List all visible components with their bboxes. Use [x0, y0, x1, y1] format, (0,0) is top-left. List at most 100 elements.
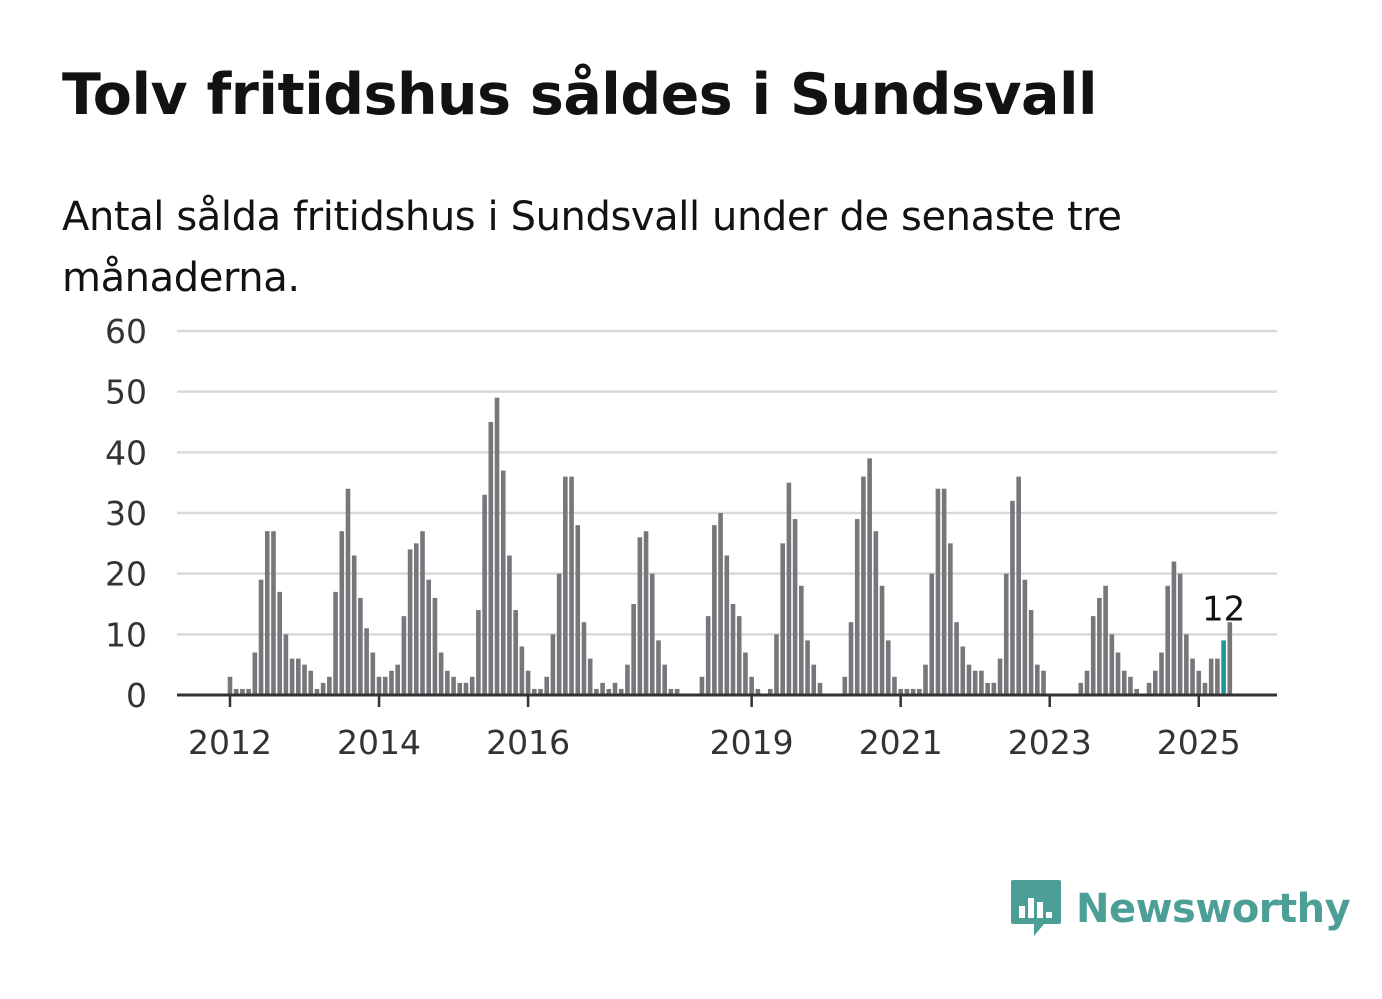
bar — [370, 652, 376, 695]
y-tick-label: 60 — [105, 312, 147, 351]
x-tick-label: 2025 — [1157, 723, 1241, 762]
bar — [482, 494, 487, 695]
y-tick-label: 10 — [105, 615, 147, 654]
bar — [507, 555, 512, 695]
bar — [351, 555, 357, 695]
bar — [1128, 676, 1133, 695]
chart-subtitle: Antal sålda fritidshus i Sundsvall under… — [62, 194, 1122, 301]
bar — [954, 622, 959, 695]
bar — [1184, 634, 1189, 695]
bar — [264, 531, 270, 695]
y-tick-label: 50 — [105, 373, 147, 412]
bar — [749, 676, 754, 695]
y-tick-label: 0 — [126, 676, 147, 715]
bar — [997, 658, 1003, 695]
bar — [252, 652, 258, 695]
bar — [792, 519, 798, 695]
bar — [712, 525, 717, 695]
bar — [1171, 561, 1177, 695]
bar — [240, 688, 245, 695]
bar — [935, 488, 941, 695]
bar — [811, 664, 817, 695]
bar — [463, 682, 469, 695]
bar — [1121, 670, 1127, 695]
bar — [786, 482, 792, 695]
bar — [1208, 658, 1214, 695]
bar — [1190, 658, 1195, 695]
bar — [500, 470, 506, 695]
x-tick-label: 2021 — [859, 723, 943, 762]
bar — [941, 488, 947, 695]
bar — [960, 646, 966, 695]
bar — [774, 634, 779, 695]
bar — [1028, 610, 1034, 695]
bar — [904, 688, 910, 695]
bar — [438, 652, 444, 695]
bar — [917, 688, 922, 695]
annotation-label: 12 — [1202, 589, 1245, 629]
bar — [743, 652, 748, 695]
bar — [649, 573, 655, 695]
bar — [966, 664, 972, 695]
bar — [1035, 664, 1040, 695]
bar — [246, 688, 251, 695]
bar — [302, 664, 307, 695]
bar — [631, 604, 636, 695]
bar — [898, 688, 903, 695]
bar — [289, 658, 295, 695]
bar — [1146, 682, 1152, 695]
bar — [668, 688, 674, 695]
bar — [637, 537, 643, 695]
bar — [662, 664, 667, 695]
bar — [525, 670, 531, 695]
chart-title: Tolv fritidshus såldes i Sundsvall — [62, 62, 1098, 128]
bar — [991, 682, 997, 695]
bar — [730, 604, 736, 695]
bar — [1109, 634, 1115, 695]
bar — [718, 513, 723, 695]
bar — [488, 422, 494, 695]
bar — [910, 688, 916, 695]
bar — [538, 688, 543, 695]
bar — [879, 585, 885, 695]
bar — [1097, 597, 1102, 695]
bar — [414, 543, 419, 695]
bar — [345, 488, 351, 695]
bar — [364, 628, 369, 695]
bar-highlight — [1221, 640, 1226, 695]
bar — [979, 670, 984, 695]
y-tick-label: 30 — [105, 494, 147, 533]
bar — [227, 676, 233, 695]
bar — [258, 579, 264, 695]
bar — [618, 688, 624, 695]
bar — [333, 591, 338, 695]
bar — [376, 676, 382, 695]
bar — [612, 682, 618, 695]
bar — [817, 682, 823, 695]
y-tick-label: 40 — [105, 433, 147, 472]
bar — [885, 640, 891, 695]
bar — [705, 616, 711, 695]
bar — [1090, 616, 1096, 695]
bar — [799, 585, 804, 695]
bar — [736, 616, 742, 695]
bar — [854, 519, 860, 695]
bar — [842, 676, 848, 695]
bar — [407, 549, 413, 695]
bar — [972, 670, 978, 695]
bar — [699, 676, 705, 695]
bar — [1134, 688, 1139, 695]
bar — [327, 676, 332, 695]
bar — [556, 573, 562, 695]
bar — [724, 555, 730, 695]
bar — [1215, 658, 1220, 695]
x-tick-label: 2014 — [337, 723, 421, 762]
bar — [985, 682, 990, 695]
bar — [233, 688, 239, 695]
y-axis: 0 10 20 30 40 50 60 — [105, 312, 147, 715]
bar — [1165, 585, 1171, 695]
bar — [1177, 573, 1183, 695]
bar — [457, 682, 463, 695]
bar — [314, 688, 320, 695]
